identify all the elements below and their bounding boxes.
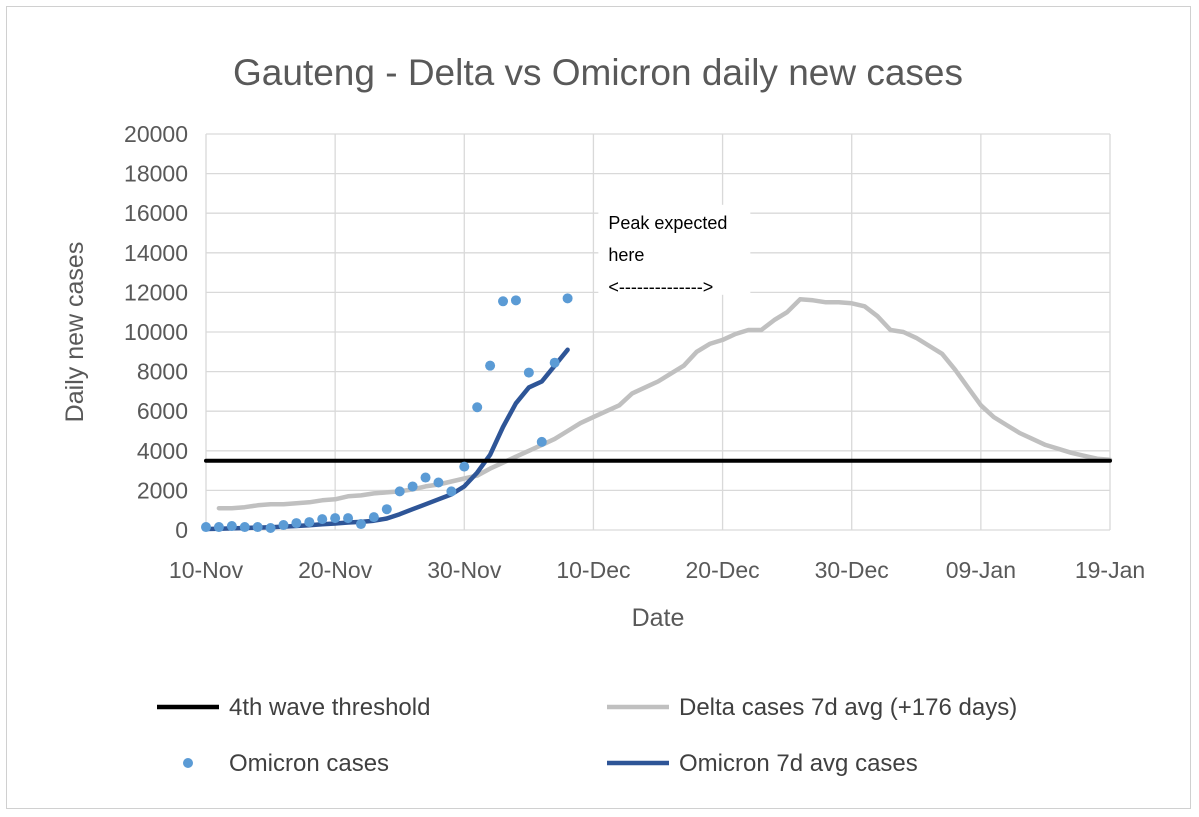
y-tick-label: 10000 [124, 319, 188, 345]
y-tick-label: 12000 [124, 279, 188, 305]
omicron-case-point [485, 360, 496, 371]
omicron-case-point [278, 520, 289, 531]
legend-label: Omicron cases [229, 750, 389, 777]
x-tick-label: 20-Dec [685, 557, 759, 583]
y-tick-label: 18000 [124, 161, 188, 187]
chart-frame: Gauteng - Delta vs Omicron daily new cas… [6, 6, 1191, 809]
omicron-case-point [433, 477, 444, 488]
y-tick-label: 8000 [137, 359, 188, 385]
x-axis-title: Date [632, 604, 685, 632]
y-axis-title: Daily new cases [61, 242, 89, 423]
omicron-case-point [213, 522, 224, 533]
annotation-line: here [608, 245, 644, 265]
omicron-case-point [472, 402, 483, 413]
omicron-case-point [330, 513, 341, 524]
legend: 4th wave threshold Delta cases 7d avg (+1… [157, 694, 1017, 777]
omicron-case-point [420, 472, 431, 483]
y-tick-label: 0 [175, 517, 188, 543]
x-tick-label: 30-Dec [815, 557, 889, 583]
omicron-case-point [407, 481, 418, 492]
omicron-case-point [304, 517, 315, 528]
legend-item-delta-cases-7d-avg-176-days: Delta cases 7d avg (+176 days) [607, 694, 1017, 721]
series-layer [201, 293, 1113, 534]
annotation-line: Peak expected [608, 213, 727, 233]
y-tick-label: 2000 [137, 477, 188, 503]
legend-label: 4th wave threshold [229, 694, 430, 721]
series-points-omicron-cases [201, 293, 573, 534]
omicron-case-point [317, 514, 328, 525]
omicron-case-point [252, 522, 263, 533]
chart-canvas: Gauteng - Delta vs Omicron daily new cas… [61, 52, 1145, 777]
y-tick-label: 4000 [137, 438, 188, 464]
omicron-case-point [239, 522, 250, 533]
omicron-case-point [201, 522, 211, 533]
x-tick-label: 09-Jan [946, 557, 1016, 583]
omicron-case-point [381, 504, 392, 515]
annotation-box [598, 204, 751, 295]
x-axis-tick-labels: 10-Nov 20-Nov 30-Nov 10-Dec 20-Dec 30-Dec 09-J… [169, 557, 1145, 583]
x-tick-label: 19-Jan [1075, 557, 1145, 583]
legend-label: Delta cases 7d avg (+176 days) [679, 694, 1017, 721]
legend-swatch [183, 758, 193, 768]
grid-lines [205, 133, 1111, 531]
omicron-case-point [446, 486, 457, 497]
omicron-case-point [523, 367, 534, 378]
omicron-case-point [536, 436, 547, 447]
annotation-line: <--------------> [608, 277, 713, 297]
omicron-case-point [265, 523, 276, 534]
omicron-case-point [549, 357, 560, 368]
y-tick-label: 6000 [137, 398, 188, 424]
legend-label: Omicron 7d avg cases [679, 750, 918, 777]
omicron-case-point [291, 518, 302, 529]
omicron-case-point [459, 461, 470, 472]
legend-item-4th-wave-threshold: 4th wave threshold [157, 694, 430, 721]
omicron-case-point [510, 295, 521, 306]
legend-item-omicron-7d-avg-cases: Omicron 7d avg cases [607, 750, 918, 777]
omicron-case-point [498, 296, 509, 307]
omicron-case-point [343, 513, 354, 524]
omicron-case-point [394, 486, 405, 497]
x-tick-label: 10-Dec [556, 557, 630, 583]
series-line-delta-cases-7d-avg-176-days [216, 297, 1113, 511]
omicron-case-point [562, 293, 573, 304]
chart-title: Gauteng - Delta vs Omicron daily new cas… [233, 52, 963, 93]
omicron-case-point [368, 512, 379, 523]
legend-item-omicron-cases: Omicron cases [183, 750, 389, 777]
y-tick-label: 20000 [124, 121, 188, 147]
omicron-case-point [355, 519, 366, 530]
x-tick-label: 10-Nov [169, 557, 244, 583]
omicron-case-point [226, 521, 237, 532]
series-line-omicron-7d-avg-cases [203, 347, 570, 532]
x-tick-label: 30-Nov [427, 557, 502, 583]
peak-annotation: Peak expected here <--------------> [598, 204, 751, 297]
y-axis-tick-labels: 0 2000 4000 6000 8000 10000 12000 14000 16000 180… [124, 121, 188, 543]
y-tick-label: 14000 [124, 240, 188, 266]
x-tick-label: 20-Nov [298, 557, 373, 583]
y-tick-label: 16000 [124, 200, 188, 226]
